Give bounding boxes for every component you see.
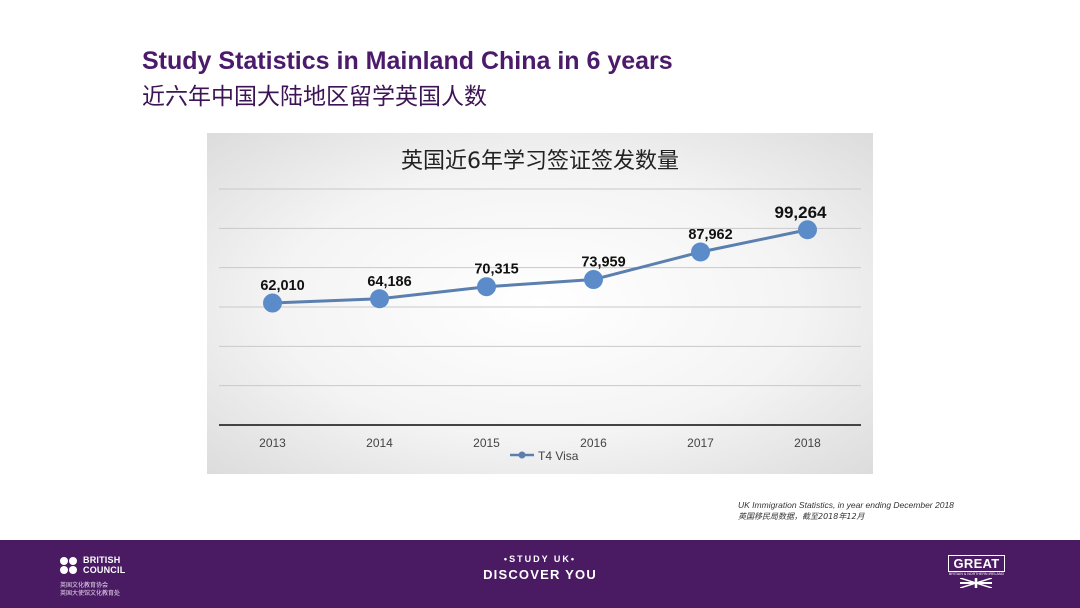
series-t4-visa: 62,010 64,186 70,315 73,959 87,962 99,264 bbox=[260, 203, 827, 313]
great-logo-subtitle: BRITAIN & NORTHERN IRELAND bbox=[948, 572, 1005, 576]
data-point bbox=[477, 277, 496, 297]
data-label: 87,962 bbox=[688, 227, 732, 243]
x-tick-label: 2018 bbox=[794, 436, 821, 450]
data-label: 62,010 bbox=[260, 278, 304, 294]
british-council-cn: 英国文化教育协会 英国大使馆文化教育处 bbox=[60, 582, 121, 597]
data-point bbox=[691, 242, 710, 262]
x-tick-label: 2015 bbox=[473, 436, 500, 450]
data-label: 73,959 bbox=[581, 255, 625, 271]
legend-label: T4 Visa bbox=[538, 449, 579, 463]
source-note-line1: UK Immigration Statistics, in year endin… bbox=[738, 500, 954, 510]
data-label: 64,186 bbox=[367, 274, 411, 290]
great-logo-word: GREAT bbox=[948, 555, 1005, 572]
chart-panel: 英国近6年学习签证签发数量 2013 2014 2015 2016 2017 2018 6… bbox=[207, 133, 873, 474]
slide-subtitle: 近六年中国大陆地区留学英国人数 bbox=[142, 84, 487, 110]
data-point bbox=[798, 220, 817, 240]
source-note: UK Immigration Statistics, in year endin… bbox=[738, 500, 954, 522]
data-label: 99,264 bbox=[775, 203, 828, 222]
data-point bbox=[370, 289, 389, 309]
discover-you-tagline: DISCOVER YOU bbox=[483, 567, 597, 582]
data-point bbox=[263, 293, 282, 313]
x-axis: 2013 2014 2015 2016 2017 2018 bbox=[219, 424, 861, 450]
footer-bar: BRITISH COUNCIL 英国文化教育协会 英国大使馆文化教育处 •STU… bbox=[0, 540, 1080, 608]
chart-legend: T4 Visa bbox=[510, 449, 579, 463]
british-council-name: BRITISH COUNCIL bbox=[83, 555, 126, 575]
source-note-line2: 英国移民局数据，截至2018年12月 bbox=[738, 512, 865, 521]
grid-lines bbox=[219, 188, 861, 387]
data-label: 70,315 bbox=[474, 262, 518, 278]
slide-title: Study Statistics in Mainland China in 6 … bbox=[142, 47, 673, 75]
x-tick-label: 2016 bbox=[580, 436, 607, 450]
british-council-dots-icon bbox=[60, 557, 80, 575]
data-point bbox=[584, 270, 603, 290]
chart-title: 英国近6年学习签证签发数量 bbox=[401, 149, 679, 174]
x-tick-label: 2014 bbox=[366, 436, 393, 450]
x-tick-label: 2013 bbox=[259, 436, 286, 450]
union-flag-icon bbox=[960, 578, 992, 588]
study-uk-tagline: •STUDY UK• bbox=[503, 554, 577, 564]
legend-marker-swatch bbox=[518, 451, 526, 459]
great-britain-logo[interactable]: GREAT BRITAIN & NORTHERN IRELAND bbox=[948, 555, 1005, 588]
visa-line-chart: 英国近6年学习签证签发数量 2013 2014 2015 2016 2017 2018 6… bbox=[219, 149, 861, 463]
x-tick-label: 2017 bbox=[687, 436, 714, 450]
series-line bbox=[272, 228, 808, 305]
